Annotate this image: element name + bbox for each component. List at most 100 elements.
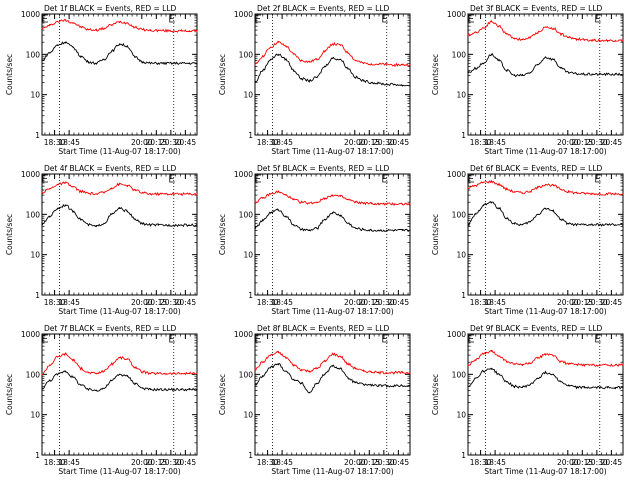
data-point-lld xyxy=(490,180,492,183)
data-point-events xyxy=(64,41,66,43)
x-tick-label: 18:30 xyxy=(257,138,279,147)
data-point-events xyxy=(300,228,303,231)
x-tick-label: 20:00 xyxy=(557,138,579,147)
data-point-events xyxy=(401,84,403,86)
marker-glyph-icon xyxy=(255,174,261,183)
x-axis-label: Start Time (11-Aug-07 18:17:00) xyxy=(271,467,393,476)
data-point-events xyxy=(606,73,609,75)
data-point-lld xyxy=(513,363,516,365)
data-point-events xyxy=(490,201,492,203)
data-point-lld xyxy=(262,197,264,199)
y-axis-label: Counts/sec xyxy=(5,214,14,255)
y-tick-label: 10 xyxy=(456,411,466,420)
data-point-lld xyxy=(537,31,539,33)
chart-title: Det 5f BLACK = Events, RED = LLD xyxy=(257,164,390,173)
data-point-events xyxy=(537,213,539,215)
data-point-events xyxy=(583,73,585,75)
x-tick-label: 18:45 xyxy=(484,138,506,147)
data-point-events xyxy=(529,384,531,386)
data-point-events xyxy=(41,60,43,62)
y-tick-label: 1 xyxy=(461,291,466,300)
data-point-lld xyxy=(269,354,272,356)
y-tick-label: 10 xyxy=(243,251,253,260)
data-point-events xyxy=(552,210,554,212)
plot-frame xyxy=(41,333,198,456)
data-point-events xyxy=(173,224,175,226)
x-tick-label: 20:15 xyxy=(146,458,168,467)
data-point-events xyxy=(285,215,287,217)
data-point-lld xyxy=(269,46,272,48)
data-point-lld xyxy=(196,30,198,32)
data-point-events xyxy=(316,227,318,229)
x-tick-label: 20:00 xyxy=(344,458,366,467)
data-point-lld xyxy=(521,192,523,194)
series-line-events xyxy=(254,362,411,394)
plot-frame xyxy=(254,333,411,456)
y-tick-label: 100 xyxy=(26,210,41,219)
data-point-lld xyxy=(467,34,469,36)
data-point-lld xyxy=(173,30,175,32)
data-point-lld xyxy=(409,203,411,205)
data-point-lld xyxy=(331,353,334,355)
data-point-lld xyxy=(126,358,128,360)
data-point-events xyxy=(173,388,175,391)
data-point-lld xyxy=(583,192,585,194)
data-point-events xyxy=(475,377,477,379)
plot-frame xyxy=(41,173,198,296)
data-point-events xyxy=(614,73,616,75)
data-point-lld xyxy=(111,24,113,26)
data-point-events xyxy=(591,224,593,226)
data-point-events xyxy=(308,392,310,394)
data-point-lld xyxy=(118,183,121,185)
x-tick-label: 20:45 xyxy=(175,458,197,467)
data-point-events xyxy=(165,388,167,391)
data-point-events xyxy=(111,380,113,382)
chart-panel-1: Det 1f BLACK = Events, RED = LLD 1 10 100 10… xyxy=(5,4,198,156)
data-point-lld xyxy=(180,30,183,32)
y-tick-label: 100 xyxy=(239,50,254,59)
data-point-events xyxy=(498,60,500,62)
data-point-events xyxy=(482,62,485,64)
x-tick-label: 20:15 xyxy=(572,458,594,467)
data-point-lld xyxy=(393,64,396,66)
x-tick-label: 18:45 xyxy=(271,298,293,307)
data-point-events xyxy=(544,56,547,58)
x-axis-label: Start Time (11-Aug-07 18:17:00) xyxy=(58,467,180,476)
data-point-lld xyxy=(568,37,570,39)
data-point-lld xyxy=(142,192,144,194)
data-point-lld xyxy=(347,52,349,54)
data-point-lld xyxy=(575,192,578,194)
data-point-events xyxy=(269,58,272,61)
chart-title: Det 2f BLACK = Events, RED = LLD xyxy=(257,4,390,13)
plot-frame xyxy=(467,333,624,456)
data-point-lld xyxy=(583,364,585,366)
data-point-lld xyxy=(482,353,485,355)
data-point-events xyxy=(409,229,411,231)
data-point-events xyxy=(521,224,523,226)
series-line-lld xyxy=(254,351,411,375)
x-tick-label: 18:30 xyxy=(44,138,66,147)
y-tick-label: 10 xyxy=(456,251,466,260)
data-point-events xyxy=(560,381,562,383)
data-point-events xyxy=(254,81,256,84)
data-point-events xyxy=(293,69,295,71)
data-point-lld xyxy=(285,357,287,359)
data-point-events xyxy=(521,74,523,76)
data-point-events xyxy=(537,64,539,66)
data-point-lld xyxy=(339,355,341,357)
series-line-events xyxy=(467,368,624,390)
data-point-events xyxy=(262,69,264,71)
data-point-events xyxy=(355,382,357,384)
data-point-events xyxy=(614,224,616,226)
data-point-lld xyxy=(142,371,144,373)
data-point-lld xyxy=(41,373,43,375)
data-point-events xyxy=(622,73,624,75)
data-point-lld xyxy=(134,26,136,28)
x-tick-label: 20:15 xyxy=(572,138,594,147)
data-point-lld xyxy=(537,187,539,189)
data-point-events xyxy=(95,62,97,64)
data-point-events xyxy=(401,229,403,231)
data-point-lld xyxy=(370,203,372,205)
x-tick-label: 20:30 xyxy=(160,458,182,467)
